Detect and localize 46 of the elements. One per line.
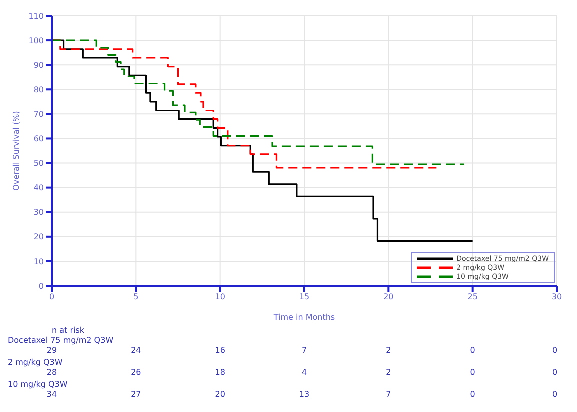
y-tick-label: 20: [34, 232, 44, 242]
text: 24: [131, 346, 142, 355]
x-tick-label: 30: [552, 292, 562, 302]
x-axis-title: Time in Months: [272, 313, 336, 322]
y-tick-label: 70: [34, 110, 44, 120]
x-tick-label: 25: [468, 292, 478, 302]
text: 34: [46, 390, 58, 399]
y-tick-label: 110: [28, 12, 44, 21]
y-tick-label: 40: [34, 184, 44, 193]
text: 0: [470, 368, 476, 377]
text: 0: [552, 390, 558, 399]
y-tick-label: 30: [34, 208, 44, 218]
text: 2: [386, 346, 392, 355]
text: 10 mg/kg Q3W: [8, 380, 68, 389]
text: 27: [131, 390, 142, 399]
text: 2 mg/kg Q3W: [8, 358, 63, 367]
x-tick-label: 15: [299, 292, 310, 302]
y-tick-label: 10: [34, 257, 44, 266]
text: 0: [552, 346, 558, 355]
text: 20: [215, 390, 226, 399]
text: 7: [386, 390, 392, 399]
text: 0: [470, 346, 476, 355]
text: 13: [299, 390, 310, 399]
text: 0: [552, 368, 558, 377]
text: 4: [302, 368, 308, 377]
y-tick-label: 90: [34, 60, 44, 70]
text: 2: [386, 368, 392, 377]
y-tick-label: 80: [34, 85, 44, 94]
y-tick-label: 50: [34, 159, 44, 168]
text: 29: [46, 346, 58, 355]
y-tick-label: 100: [28, 36, 44, 46]
y-axis-title: Overall Survival (%): [12, 111, 21, 191]
text: 18: [215, 368, 226, 377]
text: 28: [46, 368, 58, 377]
text: n at risk: [52, 326, 85, 335]
x-tick-label: 5: [134, 292, 139, 302]
text: Docetaxel 75 mg/m2 Q3W: [8, 336, 114, 345]
y-tick-label: 60: [34, 134, 44, 144]
x-tick-label: 20: [384, 292, 394, 302]
text: 16: [215, 346, 226, 355]
text: 0: [470, 390, 476, 399]
text: 7: [302, 346, 308, 355]
x-tick-label: 0: [49, 292, 55, 302]
x-tick-label: 10: [215, 292, 226, 302]
text: 26: [131, 368, 142, 377]
y-tick-label: 0: [38, 282, 44, 291]
